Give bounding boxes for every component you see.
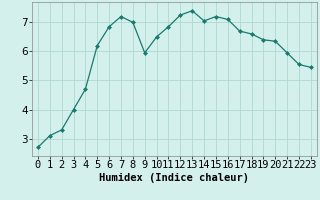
- X-axis label: Humidex (Indice chaleur): Humidex (Indice chaleur): [100, 173, 249, 183]
